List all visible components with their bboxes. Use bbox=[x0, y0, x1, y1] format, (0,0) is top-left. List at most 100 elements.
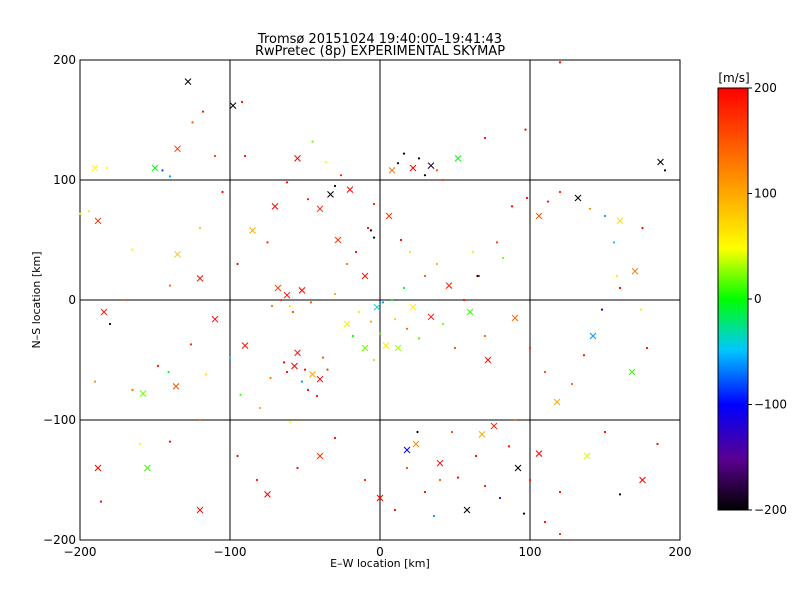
data-point-cross bbox=[427, 162, 435, 169]
colorbar-tick-label: −200 bbox=[754, 503, 787, 517]
data-point-dot bbox=[123, 298, 127, 302]
data-point-dot bbox=[372, 202, 376, 206]
data-point-dot bbox=[243, 154, 247, 158]
data-point-cross bbox=[184, 78, 192, 85]
data-point-dot bbox=[417, 337, 421, 340]
data-point-cross bbox=[445, 282, 453, 289]
data-point-cross bbox=[409, 303, 417, 311]
data-point-dot bbox=[525, 196, 529, 200]
axis-ticks: −200 −100 0 100 200 −200 −100 0 100 200 bbox=[43, 53, 691, 559]
data-point-cross bbox=[196, 275, 204, 282]
data-point-cross bbox=[385, 212, 393, 220]
data-point-cross bbox=[249, 227, 256, 234]
data-point-dot bbox=[285, 370, 289, 374]
data-point-dot bbox=[201, 110, 205, 113]
data-point-cross bbox=[463, 506, 471, 514]
data-point-dot bbox=[296, 466, 299, 470]
data-point-dot bbox=[131, 248, 134, 251]
data-point-dot bbox=[423, 174, 427, 177]
data-point-cross bbox=[553, 398, 561, 406]
data-point-dot bbox=[476, 274, 479, 278]
data-point-dot bbox=[417, 157, 421, 160]
data-point-dot bbox=[639, 308, 643, 311]
data-point-dot bbox=[570, 382, 574, 386]
data-point-cross bbox=[373, 303, 381, 311]
data-point-cross bbox=[174, 145, 181, 153]
data-point-cross bbox=[229, 102, 237, 109]
data-point-dot bbox=[333, 184, 337, 188]
data-point-cross bbox=[343, 320, 351, 328]
data-point-dot bbox=[558, 490, 562, 494]
data-point-dot bbox=[378, 332, 382, 335]
data-point-dot bbox=[456, 476, 460, 479]
data-point-cross bbox=[454, 155, 462, 162]
y-tick-label: 100 bbox=[53, 173, 76, 187]
data-point-cross bbox=[174, 251, 181, 258]
data-point-dot bbox=[381, 301, 385, 304]
data-point-dot bbox=[270, 304, 274, 308]
data-point-dot bbox=[618, 493, 622, 496]
data-point-dot bbox=[168, 175, 172, 178]
data-point-dot bbox=[78, 212, 82, 215]
data-point-cross bbox=[316, 452, 324, 460]
data-point-dot bbox=[366, 226, 370, 230]
chart-subtitle: RwPretec (8p) EXPERIMENTAL SKYMAP bbox=[255, 44, 505, 59]
data-point-cross bbox=[334, 236, 342, 244]
data-point-dot bbox=[408, 250, 412, 254]
data-point-dot bbox=[357, 310, 361, 314]
grid-lines bbox=[80, 60, 680, 540]
data-point-dot bbox=[543, 370, 547, 374]
data-point-cross bbox=[574, 194, 582, 202]
data-point-cross bbox=[490, 422, 498, 430]
data-point-cross bbox=[639, 476, 646, 484]
data-point-dot bbox=[339, 174, 343, 177]
data-point-dot bbox=[315, 394, 319, 398]
data-point-dot bbox=[198, 226, 202, 230]
data-point-cross bbox=[511, 314, 519, 322]
data-point-dot bbox=[156, 364, 160, 368]
data-point-cross bbox=[361, 272, 369, 280]
data-point-dot bbox=[435, 169, 439, 172]
data-point-dot bbox=[258, 406, 262, 410]
data-point-cross bbox=[514, 464, 522, 472]
data-point-dot bbox=[471, 250, 475, 254]
data-point-dot bbox=[510, 205, 514, 208]
data-point-dot bbox=[288, 421, 292, 424]
data-point-cross bbox=[436, 459, 444, 467]
data-point-dot bbox=[399, 238, 403, 242]
y-tick-label: −200 bbox=[43, 533, 76, 547]
data-point-dot bbox=[282, 361, 286, 364]
colorbar-tick-label: 0 bbox=[754, 292, 762, 306]
data-point-cross bbox=[264, 491, 271, 498]
data-point-cross bbox=[346, 186, 354, 193]
data-point-cross bbox=[628, 368, 636, 376]
data-point-cross bbox=[316, 375, 324, 383]
data-point-dot bbox=[239, 393, 242, 396]
data-point-dot bbox=[396, 162, 400, 165]
y-tick-label: 200 bbox=[53, 53, 76, 67]
data-point-cross bbox=[583, 452, 591, 460]
data-point-dot bbox=[266, 241, 269, 244]
colorbar-label: [m/s] bbox=[718, 71, 749, 85]
data-point-dot bbox=[432, 514, 436, 518]
x-tick-label: 200 bbox=[669, 545, 692, 559]
data-point-dot bbox=[405, 466, 409, 470]
data-point-dot bbox=[189, 343, 193, 346]
data-point-cross bbox=[412, 440, 420, 448]
data-point-cross bbox=[94, 217, 102, 225]
data-point-dot bbox=[363, 478, 367, 482]
data-point-dot bbox=[528, 346, 532, 350]
data-point-dot bbox=[612, 241, 616, 244]
data-point-cross bbox=[535, 450, 543, 457]
data-point-cross bbox=[631, 267, 639, 275]
data-point-dot bbox=[416, 430, 419, 434]
data-point-cross bbox=[274, 284, 282, 292]
data-point-dot bbox=[582, 354, 586, 357]
data-point-dot bbox=[588, 207, 592, 210]
data-point-dot bbox=[603, 430, 607, 434]
data-point-dot bbox=[423, 490, 427, 494]
data-point-cross bbox=[241, 342, 249, 349]
data-point-dot bbox=[324, 160, 328, 164]
data-point-dot bbox=[423, 274, 427, 278]
